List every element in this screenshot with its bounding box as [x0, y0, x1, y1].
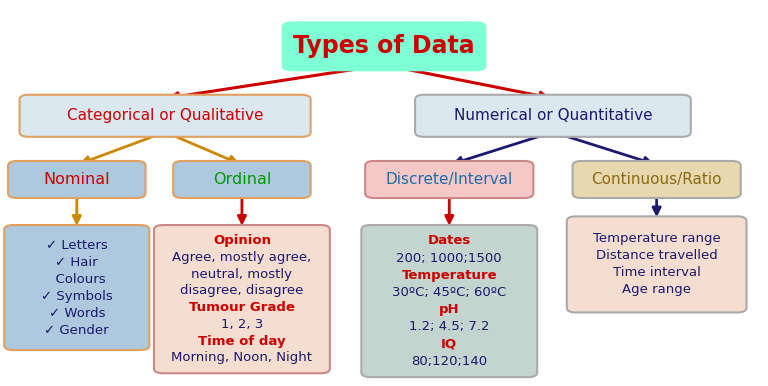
- FancyBboxPatch shape: [5, 225, 149, 350]
- Text: Opinion: Opinion: [213, 234, 271, 247]
- Text: 30ºC; 45ºC; 60ºC: 30ºC; 45ºC; 60ºC: [392, 286, 506, 299]
- Text: Numerical or Quantitative: Numerical or Quantitative: [454, 108, 652, 123]
- Text: Temperature: Temperature: [402, 269, 497, 282]
- FancyBboxPatch shape: [572, 161, 740, 198]
- Text: 200; 1000;1500: 200; 1000;1500: [396, 252, 502, 264]
- Text: Morning, Noon, Night: Morning, Noon, Night: [171, 351, 313, 364]
- Text: pH: pH: [439, 303, 459, 316]
- Text: disagree, disagree: disagree, disagree: [180, 284, 303, 297]
- FancyBboxPatch shape: [154, 225, 330, 373]
- FancyBboxPatch shape: [173, 161, 310, 198]
- FancyBboxPatch shape: [567, 216, 746, 313]
- Text: Categorical or Qualitative: Categorical or Qualitative: [67, 108, 263, 123]
- Text: Tumour Grade: Tumour Grade: [189, 301, 295, 314]
- FancyBboxPatch shape: [8, 161, 146, 198]
- Text: IQ: IQ: [442, 338, 457, 350]
- Text: 80;120;140: 80;120;140: [411, 355, 488, 368]
- Text: Nominal: Nominal: [44, 172, 110, 187]
- Text: 1, 2, 3: 1, 2, 3: [220, 318, 263, 331]
- Text: Types of Data: Types of Data: [293, 34, 475, 58]
- Text: Temperature range
Distance travelled
Time interval
Age range: Temperature range Distance travelled Tim…: [593, 232, 720, 296]
- Text: Dates: Dates: [428, 234, 471, 247]
- FancyBboxPatch shape: [415, 95, 691, 137]
- Text: ✓ Letters
✓ Hair
  Colours
✓ Symbols
✓ Words
✓ Gender: ✓ Letters ✓ Hair Colours ✓ Symbols ✓ Wor…: [41, 239, 113, 337]
- Text: Discrete/Interval: Discrete/Interval: [386, 172, 513, 187]
- Text: Time of day: Time of day: [198, 335, 286, 347]
- FancyBboxPatch shape: [283, 22, 485, 70]
- Text: Agree, mostly agree,: Agree, mostly agree,: [172, 251, 312, 264]
- FancyBboxPatch shape: [365, 161, 533, 198]
- FancyBboxPatch shape: [361, 225, 538, 377]
- Text: 1.2; 4.5; 7.2: 1.2; 4.5; 7.2: [409, 320, 489, 334]
- FancyBboxPatch shape: [20, 95, 310, 137]
- Text: Continuous/Ratio: Continuous/Ratio: [591, 172, 722, 187]
- Text: neutral, mostly: neutral, mostly: [191, 267, 293, 281]
- Text: Ordinal: Ordinal: [213, 172, 271, 187]
